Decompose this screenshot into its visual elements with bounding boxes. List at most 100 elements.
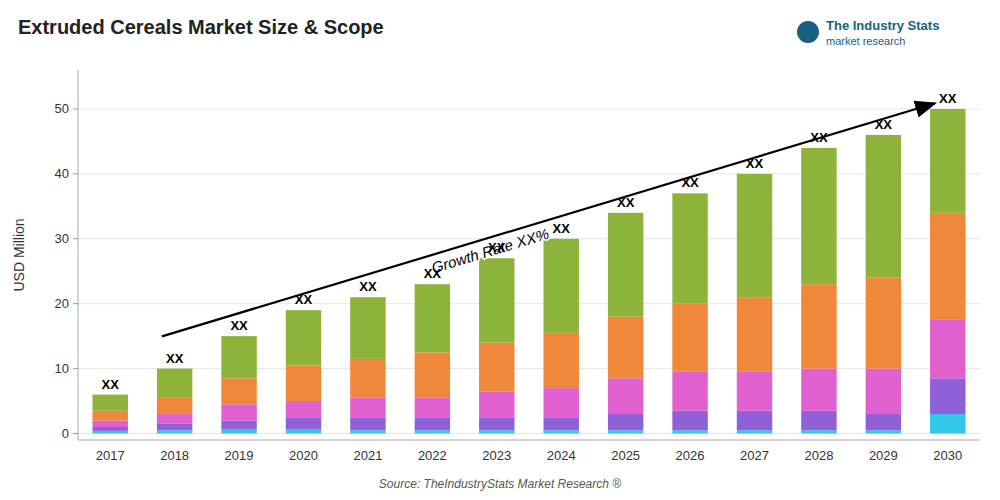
- x-tick-label: 2024: [547, 448, 576, 463]
- title: Extruded Cereals Market Size & Scope: [18, 16, 384, 38]
- x-tick-label: 2027: [740, 448, 769, 463]
- chart: Extruded Cereals Market Size & Scope The …: [0, 0, 1000, 500]
- bar-segment: [608, 414, 643, 430]
- bar-segment: [221, 378, 256, 404]
- bar-segment: [866, 414, 901, 430]
- x-tick-label: 2022: [418, 448, 447, 463]
- y-axis: [78, 70, 79, 440]
- bar-segment: [866, 135, 901, 278]
- bar-segment: [930, 320, 965, 378]
- bar-segment: [543, 388, 578, 417]
- bar-segment: [801, 411, 836, 430]
- bar-segment: [608, 213, 643, 317]
- logo-subtext: market research: [826, 35, 905, 47]
- bar-segment: [286, 401, 321, 417]
- y-tick: [73, 173, 78, 174]
- bar-segment: [737, 411, 772, 430]
- bar-segment: [737, 297, 772, 372]
- total-label: XX: [102, 377, 120, 392]
- bar-segment: [672, 193, 707, 303]
- bar-segment: [543, 417, 578, 430]
- source: Source: TheIndustryStats Market Research…: [379, 477, 621, 491]
- bar-segment: [866, 278, 901, 369]
- grid-line: [78, 173, 980, 174]
- y-axis-label: USD Million: [11, 218, 27, 291]
- bar-segment: [737, 174, 772, 297]
- grid: [78, 109, 980, 434]
- total-label: XX: [939, 91, 957, 106]
- y-tick-label: 10: [55, 361, 69, 376]
- bar-segment: [866, 430, 901, 433]
- bar-segment: [608, 317, 643, 379]
- x-tick-label: 2023: [482, 448, 511, 463]
- y-tick: [73, 433, 78, 434]
- x-tick-label: 2017: [96, 448, 125, 463]
- bar-segment: [543, 430, 578, 433]
- bar-segment: [672, 372, 707, 411]
- bar-segment: [350, 359, 385, 398]
- y-tick-label: 50: [55, 101, 69, 116]
- bar-segment: [221, 421, 256, 429]
- bar-segment: [350, 417, 385, 430]
- background: [0, 0, 1000, 500]
- bar-segment: [543, 333, 578, 388]
- bar-segment: [157, 430, 192, 433]
- bar-segment: [801, 148, 836, 284]
- y-tick: [73, 303, 78, 304]
- y-tick-label: 30: [55, 231, 69, 246]
- grid-line: [78, 433, 980, 434]
- total-label: XX: [230, 318, 248, 333]
- y-tick-label: 0: [62, 426, 69, 441]
- total-label: XX: [424, 266, 442, 281]
- bar-segment: [672, 411, 707, 430]
- total-label: XX: [681, 175, 699, 190]
- bar-segment: [801, 284, 836, 368]
- bar-segment: [479, 391, 514, 417]
- logo-text: The Industry Stats: [826, 18, 939, 33]
- bar-segment: [866, 369, 901, 414]
- grid-line: [78, 368, 980, 369]
- growth-arrow: [162, 103, 935, 336]
- bar-segment: [737, 372, 772, 411]
- bar-segment: [350, 430, 385, 433]
- total-label: XX: [746, 156, 764, 171]
- bar-segment: [157, 369, 192, 398]
- bar-segment: [221, 429, 256, 434]
- y-tick: [73, 368, 78, 369]
- bar-segment: [286, 365, 321, 401]
- bar-segment: [415, 417, 450, 430]
- bar-segment: [286, 429, 321, 434]
- y-tick: [73, 108, 78, 109]
- grid-line: [78, 108, 980, 109]
- x-tick-label: 2025: [611, 448, 640, 463]
- total-label: XX: [810, 130, 828, 145]
- total-label: XX: [488, 240, 506, 255]
- bar-segment: [92, 427, 127, 431]
- bar-segment: [92, 395, 127, 411]
- bar-segment: [92, 431, 127, 434]
- bar-segment: [608, 378, 643, 414]
- bar-segment: [737, 430, 772, 433]
- bar-segment: [415, 284, 450, 352]
- x-tick-label: 2018: [160, 448, 189, 463]
- y-tick-label: 20: [55, 296, 69, 311]
- total-label: XX: [359, 279, 377, 294]
- bar-segment: [801, 369, 836, 411]
- bar-segment: [930, 109, 965, 213]
- x-tick-label: 2029: [869, 448, 898, 463]
- y-tick-label: 40: [55, 166, 69, 181]
- bar-segment: [157, 414, 192, 424]
- bar-segment: [350, 398, 385, 417]
- x-tick-label: 2030: [933, 448, 962, 463]
- total-label: XX: [875, 117, 893, 132]
- x-axis: [78, 440, 980, 441]
- bar-segment: [92, 421, 127, 427]
- bar-segment: [543, 239, 578, 333]
- bar-segment: [608, 430, 643, 433]
- bar-segment: [157, 424, 192, 430]
- grid-line: [78, 303, 980, 304]
- x-tick-label: 2028: [804, 448, 833, 463]
- bar-segment: [479, 417, 514, 430]
- bar-segment: [221, 404, 256, 420]
- bar-segment: [92, 411, 127, 421]
